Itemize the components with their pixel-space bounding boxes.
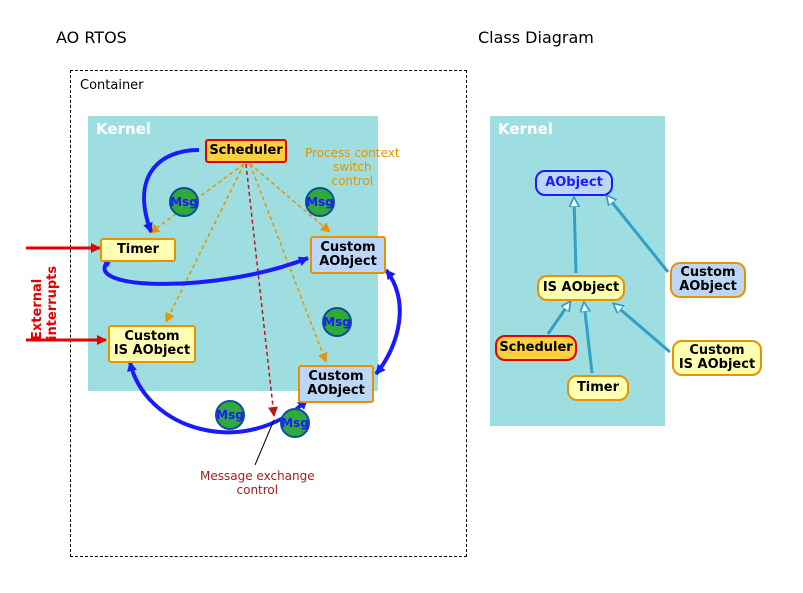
left-node-custom_is: Custom IS AObject — [108, 325, 196, 363]
container-label: Container — [80, 78, 144, 93]
msg-badge-m5: Msg — [280, 408, 310, 438]
msg-badge-m1: Msg — [169, 187, 199, 217]
left-node-custom_a1: Custom AObject — [310, 236, 386, 274]
external-interrupts-label: External interrupts — [30, 266, 60, 340]
msg-badge-m3: Msg — [322, 307, 352, 337]
right-node-timer: Timer — [567, 375, 629, 401]
annotation-message-exchange: Message exchange control — [200, 470, 315, 498]
right-node-scheduler: Scheduler — [495, 335, 577, 361]
left-node-custom_a2: Custom AObject — [298, 365, 374, 403]
left-node-scheduler: Scheduler — [205, 139, 287, 163]
msg-badge-m4: Msg — [215, 400, 245, 430]
right-node-is_aobject: IS AObject — [537, 275, 625, 301]
right-node-custom_a: Custom AObject — [670, 262, 746, 298]
title-right: Class Diagram — [478, 28, 594, 47]
msg-badge-m2: Msg — [305, 187, 335, 217]
kernel-label-left: Kernel — [96, 120, 151, 138]
right-node-custom_is: Custom IS AObject — [672, 340, 762, 376]
left-node-timer: Timer — [100, 238, 176, 262]
annotation-process-switch: Process context switch control — [305, 147, 400, 188]
kernel-label-right: Kernel — [498, 120, 553, 138]
right-node-aobject: AObject — [535, 170, 613, 196]
title-left: AO RTOS — [56, 28, 127, 47]
